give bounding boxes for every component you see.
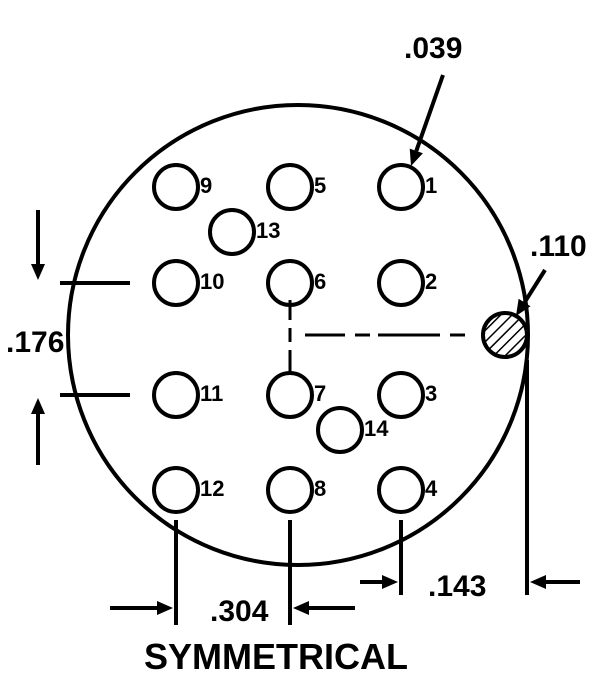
arrow-176-bot-head xyxy=(31,398,45,414)
label-symmetrical: SYMMETRICAL xyxy=(144,636,408,678)
pin-label-4: 4 xyxy=(425,476,438,501)
dim-176: .176 xyxy=(6,326,64,360)
arrow-039-head xyxy=(410,149,423,166)
key-pin xyxy=(483,313,527,357)
pin-5 xyxy=(268,165,312,209)
dim-143: .143 xyxy=(428,570,486,604)
connector-diagram: 1234567891011121314 xyxy=(0,0,595,676)
pin-label-7: 7 xyxy=(314,381,326,406)
pin-label-10: 10 xyxy=(200,269,224,294)
pin-label-6: 6 xyxy=(314,269,326,294)
pin-10 xyxy=(154,261,198,305)
pin-1 xyxy=(379,165,423,209)
pin-label-14: 14 xyxy=(364,416,389,441)
pin-2 xyxy=(379,261,423,305)
pin-label-2: 2 xyxy=(425,269,437,294)
pin-11 xyxy=(154,373,198,417)
arrow-304-right-head xyxy=(293,601,309,615)
pin-label-12: 12 xyxy=(200,476,224,501)
pin-label-9: 9 xyxy=(200,173,212,198)
pin-label-13: 13 xyxy=(256,218,280,243)
pin-label-3: 3 xyxy=(425,381,437,406)
pin-9 xyxy=(154,165,198,209)
arrow-143-right-head xyxy=(530,575,546,589)
pin-14 xyxy=(318,408,362,452)
pin-label-1: 1 xyxy=(425,173,437,198)
arrow-143-left-head xyxy=(382,575,398,589)
pin-8 xyxy=(268,468,312,512)
dim-039: .039 xyxy=(404,32,462,66)
pin-4 xyxy=(379,468,423,512)
dim-110: .110 xyxy=(530,230,587,264)
pin-label-11: 11 xyxy=(200,381,223,406)
pin-7 xyxy=(268,373,312,417)
pin-6 xyxy=(268,261,312,305)
arrow-039 xyxy=(416,75,443,151)
pin-3 xyxy=(379,373,423,417)
pin-12 xyxy=(154,468,198,512)
arrow-110 xyxy=(525,270,545,302)
arrow-304-left-head xyxy=(157,601,173,615)
arrow-176-top-head xyxy=(31,264,45,280)
dim-304: .304 xyxy=(210,595,268,629)
pin-label-8: 8 xyxy=(314,476,326,501)
pin-13 xyxy=(210,210,254,254)
pin-label-5: 5 xyxy=(314,173,326,198)
